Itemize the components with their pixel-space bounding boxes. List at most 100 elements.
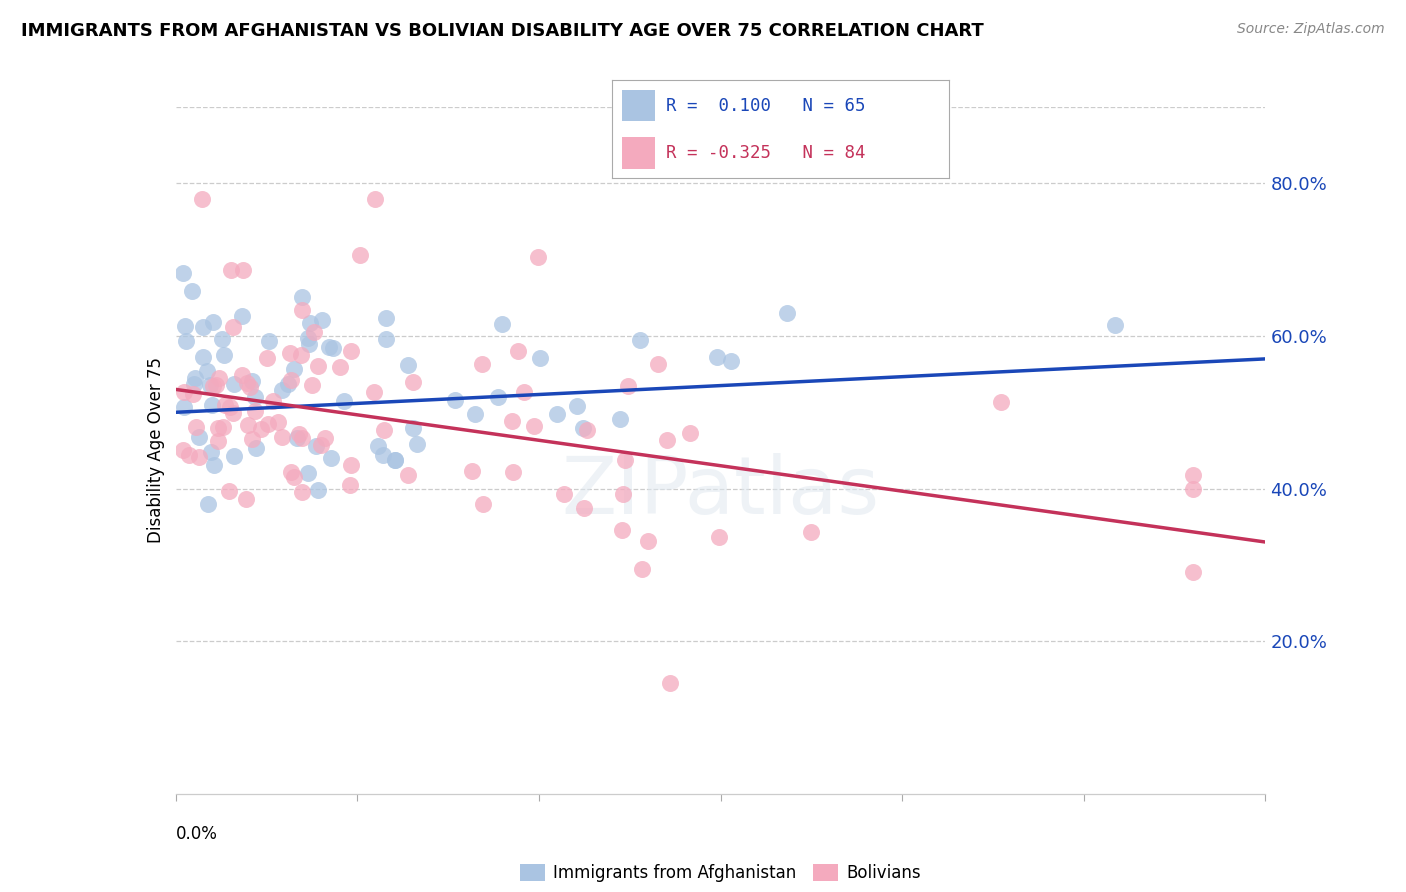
Point bbox=[776, 306, 799, 320]
Point bbox=[195, 364, 218, 378]
Point bbox=[1104, 318, 1126, 332]
Point bbox=[184, 420, 207, 434]
Point bbox=[546, 407, 568, 421]
Point bbox=[184, 370, 207, 384]
Point bbox=[238, 417, 260, 432]
Point bbox=[191, 192, 214, 206]
Point bbox=[501, 413, 523, 427]
Point bbox=[235, 376, 257, 391]
Point bbox=[198, 378, 221, 392]
Point bbox=[219, 262, 242, 277]
Point bbox=[720, 354, 742, 368]
Point bbox=[240, 374, 263, 388]
Point bbox=[340, 344, 363, 359]
Point bbox=[173, 400, 195, 414]
Point bbox=[207, 421, 229, 435]
Point bbox=[298, 316, 321, 330]
Point bbox=[290, 348, 312, 362]
Text: IMMIGRANTS FROM AFGHANISTAN VS BOLIVIAN DISABILITY AGE OVER 75 CORRELATION CHART: IMMIGRANTS FROM AFGHANISTAN VS BOLIVIAN … bbox=[21, 22, 984, 40]
Point bbox=[374, 310, 396, 325]
Point bbox=[280, 346, 302, 360]
Point bbox=[202, 458, 225, 473]
Point bbox=[444, 392, 467, 407]
Point bbox=[297, 467, 319, 481]
Point bbox=[218, 483, 240, 498]
Point bbox=[283, 362, 305, 376]
Point bbox=[188, 450, 211, 464]
Point bbox=[637, 533, 659, 548]
Point bbox=[314, 431, 336, 445]
Point bbox=[172, 266, 194, 280]
Point bbox=[174, 334, 197, 348]
Point bbox=[283, 470, 305, 484]
Point bbox=[405, 437, 427, 451]
Point bbox=[224, 449, 246, 463]
Point bbox=[402, 421, 425, 435]
Point bbox=[612, 523, 634, 537]
Point bbox=[197, 497, 219, 511]
Point bbox=[239, 380, 262, 394]
Point bbox=[243, 390, 266, 404]
Point bbox=[513, 384, 536, 399]
Point bbox=[647, 357, 669, 371]
Point bbox=[384, 452, 406, 467]
Point bbox=[471, 357, 494, 371]
Point bbox=[207, 434, 229, 448]
Point bbox=[529, 351, 551, 365]
Point bbox=[655, 433, 678, 447]
Point bbox=[526, 250, 548, 264]
Point bbox=[322, 341, 344, 355]
Text: Source: ZipAtlas.com: Source: ZipAtlas.com bbox=[1237, 22, 1385, 37]
Point bbox=[243, 404, 266, 418]
Point bbox=[280, 465, 302, 479]
Point bbox=[572, 500, 595, 515]
Point bbox=[173, 319, 195, 334]
Bar bbox=[621, 137, 655, 169]
Point bbox=[364, 192, 387, 206]
Point bbox=[508, 344, 530, 359]
Point bbox=[990, 395, 1012, 409]
Point bbox=[575, 423, 598, 437]
Point bbox=[311, 313, 333, 327]
Point bbox=[401, 375, 423, 389]
Point bbox=[340, 458, 363, 473]
Point bbox=[609, 412, 631, 426]
Point bbox=[297, 330, 319, 344]
Point bbox=[214, 398, 236, 412]
Point bbox=[235, 491, 257, 506]
Point bbox=[222, 407, 245, 421]
Point bbox=[173, 384, 195, 399]
Point bbox=[307, 483, 329, 497]
Text: 0.0%: 0.0% bbox=[176, 825, 218, 843]
Point bbox=[301, 378, 323, 392]
Text: ZIPatlas: ZIPatlas bbox=[561, 452, 880, 531]
Point bbox=[502, 465, 524, 479]
Point bbox=[1181, 482, 1204, 496]
Point bbox=[222, 319, 245, 334]
Point bbox=[461, 464, 484, 478]
Point bbox=[188, 430, 211, 444]
Point bbox=[200, 445, 222, 459]
Point bbox=[800, 524, 823, 539]
Point bbox=[614, 453, 637, 467]
Point bbox=[277, 376, 299, 391]
Point bbox=[291, 303, 314, 318]
Point bbox=[373, 424, 395, 438]
Point bbox=[271, 430, 294, 444]
Point bbox=[523, 418, 546, 433]
Point bbox=[250, 422, 273, 436]
Point bbox=[486, 390, 509, 404]
Point bbox=[384, 453, 406, 467]
Y-axis label: Disability Age Over 75: Disability Age Over 75 bbox=[146, 358, 165, 543]
Point bbox=[396, 359, 419, 373]
Point bbox=[367, 439, 389, 453]
Point bbox=[180, 284, 202, 298]
Point bbox=[181, 386, 204, 401]
Bar bbox=[621, 90, 655, 121]
Legend: Immigrants from Afghanistan, Bolivians: Immigrants from Afghanistan, Bolivians bbox=[513, 857, 928, 888]
Point bbox=[177, 448, 200, 462]
Point bbox=[291, 485, 314, 500]
Point bbox=[288, 427, 311, 442]
Point bbox=[224, 377, 246, 392]
Point bbox=[172, 442, 194, 457]
